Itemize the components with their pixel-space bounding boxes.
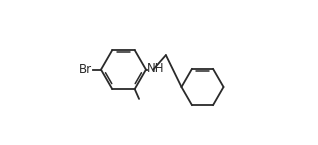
Text: Br: Br [79, 63, 93, 76]
Text: NH: NH [147, 62, 165, 75]
